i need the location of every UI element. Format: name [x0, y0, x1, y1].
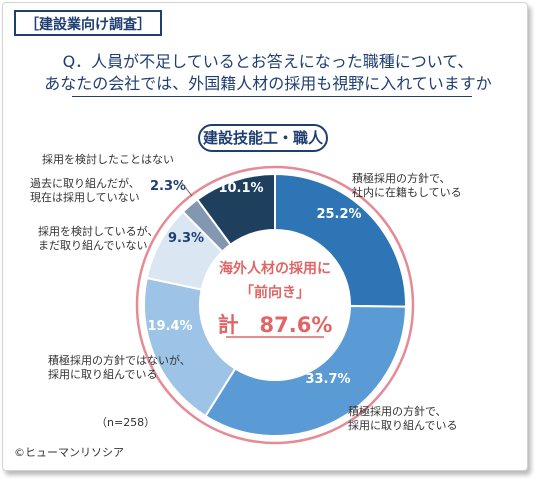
slice-value-label: 10.1% — [218, 181, 263, 196]
center-text-line-2: 「前向き」 — [240, 284, 310, 301]
question-underline — [72, 96, 472, 97]
survey-tag: ［建設業向け調査］ — [14, 10, 162, 36]
question-line-1: Q．人員が不足しているとお答えになった職種について、 — [62, 52, 474, 71]
slice-category-label: 積極採用の方針で、採用に取り組んでいる — [348, 404, 457, 432]
question-line-2: あなたの会社では、外国籍人材の採用も視野に入れていますか — [44, 74, 492, 93]
slice-category-label: 過去に取り組んだが、現在は採用していない — [30, 176, 140, 204]
slice-category-label: 採用を検討したことはない — [42, 152, 174, 166]
slice-category-label: 積極採用の方針ではないが、採用に取り組んでいる — [48, 353, 191, 381]
slice-category-label: 積極採用の方針で、社内に在籍もしている — [352, 171, 462, 199]
center-text-line-1: 海外人材の採用に — [219, 260, 331, 277]
slice-value-label: 25.2% — [316, 207, 361, 222]
leader-line — [181, 182, 193, 197]
donut-slice — [274, 172, 407, 308]
copyright-credit: ©ヒューマンリソシア — [14, 446, 124, 459]
chart-title: 建設技能工・職人 — [198, 124, 328, 152]
outer-ring — [135, 165, 415, 445]
slice-value-label: 19.4% — [147, 319, 192, 334]
center-total: 計 87.6% — [218, 313, 333, 337]
slice-value-label: 9.3% — [168, 231, 204, 246]
sample-size: （n=258） — [96, 416, 156, 429]
donut-slice — [204, 304, 408, 437]
slice-value-label: 33.7% — [305, 372, 350, 387]
donut-slice — [195, 172, 276, 246]
slice-category-label: 採用を検討しているが、まだ取り組んでいない — [38, 224, 158, 252]
slice-value-label: 2.3% — [150, 179, 186, 194]
